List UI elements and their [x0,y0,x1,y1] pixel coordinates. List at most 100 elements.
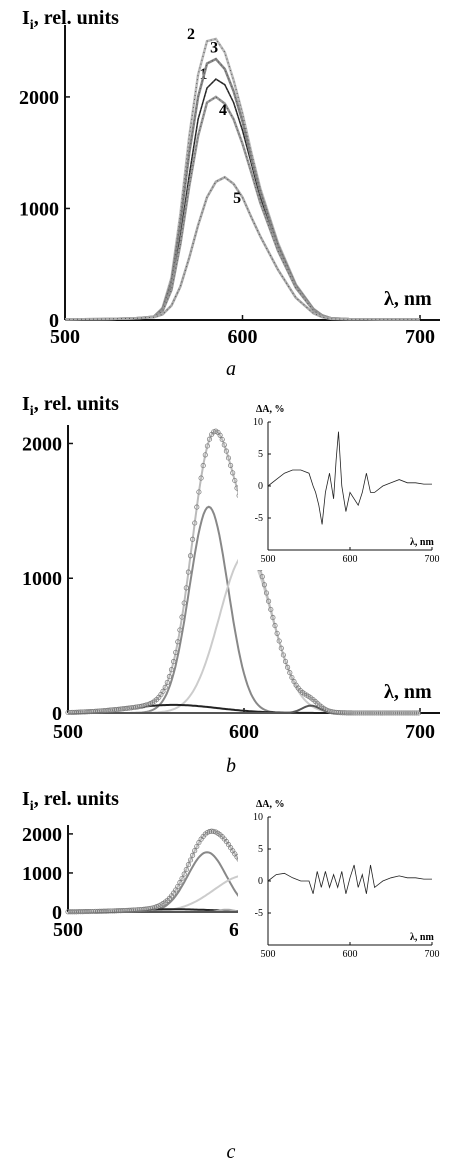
data-point [274,630,280,636]
data-point [185,862,191,868]
data-point [217,432,223,438]
x-axis-label: λ, nm [384,288,432,310]
y-axis-label: Ii, rel. units [22,788,119,814]
data-point [221,442,227,448]
y-tick-label: 2000 [22,824,62,846]
data-point [289,674,295,681]
inset-y-tick-label: 10 [253,417,263,428]
x-axis-label: λ, nm [384,681,432,703]
data-point [194,504,200,510]
data-point [168,667,175,673]
inset-y-tick-label: 0 [258,481,263,492]
data-point [270,615,276,621]
y-axis-label-sub: i [30,18,34,33]
y-axis-label-suffix: , rel. units [34,788,119,810]
data-point [175,883,181,890]
y-tick-label: 0 [49,310,59,332]
y-tick-label: 0 [52,902,62,924]
x-tick-label: 700 [405,721,435,743]
series-4-label: 4 [219,102,227,119]
y-tick-label: 2000 [22,433,62,455]
data-point [183,585,189,591]
x-tick-label: 700 [405,326,435,348]
y-axis-label: Ii, rel. units [22,7,119,33]
y-tick-label: 1000 [19,198,59,220]
data-point [282,658,289,664]
y-axis-label-suffix: , rel. units [34,7,119,29]
data-point [200,463,206,469]
data-point [179,614,185,620]
y-axis-label-sub: i [30,799,34,814]
data-point [190,536,196,542]
data-point [143,702,149,708]
series-5-markers [64,176,420,320]
data-point [206,436,213,442]
panel-c: Ii, rel. units λ, nm 500 600 700 0 1000 2000 c ΔA… [22,788,442,1163]
y-axis-label-sub: i [30,404,34,419]
inset-y-axis-label: ΔA, % [256,404,285,415]
y-axis-label-main: I [22,788,30,810]
inset-x-tick-label: 700 [425,949,440,960]
data-point [219,436,225,443]
y-axis-label: Ii, rel. units [22,393,119,419]
series-3-label: 3 [210,39,218,56]
inset-y-tick-label: 5 [258,449,263,460]
data-point [225,455,232,461]
inset-y-tick-label: 10 [253,812,263,823]
data-point [272,623,278,629]
series-2-line [64,37,420,321]
data-point [413,710,420,716]
data-point [171,659,177,665]
x-tick-label: 500 [53,919,83,941]
panel-caption: b [226,755,236,777]
inset-chart: ΔA, % λ, nm 500 600 700 -5 0 5 10 [238,792,442,965]
series-2-markers [64,38,420,320]
x-tick-label: 500 [50,326,80,348]
data-point [259,574,265,580]
x-tick-label: 600 [228,326,258,348]
data-point [230,470,236,476]
data-point [187,553,194,559]
inset-x-tick-label: 500 [261,949,276,960]
data-point [223,448,229,454]
x-tick-label: 500 [53,721,83,743]
inset-chart: ΔA, % λ, nm 500 600 700 -5 0 5 10 [238,397,442,570]
data-point [280,652,286,658]
series-2-label: 2 [187,26,195,43]
data-point [162,684,168,690]
inset-background [238,397,442,570]
data-point [181,871,187,877]
data-point [183,866,189,873]
data-point [190,852,196,858]
inset-x-axis-label: λ, nm [410,932,434,943]
data-point [416,710,422,716]
y-axis-label-main: I [22,7,30,29]
inset-residual-line [267,431,432,525]
data-point [173,649,179,655]
series-3-markers [64,58,420,320]
inset-residual-line [267,864,432,894]
inset-x-axis-label: λ, nm [410,537,434,548]
y-tick-label: 2000 [19,87,59,109]
data-point [228,462,234,468]
series-5-label: 5 [233,190,241,207]
inset-y-tick-label: -5 [255,513,263,524]
inset-x-tick-label: 700 [425,554,440,565]
y-axis-label-suffix: , rel. units [34,393,119,415]
y-tick-label: 0 [52,703,62,725]
y-tick-label: 1000 [22,568,62,590]
data-point [185,569,191,575]
data-point [194,843,200,850]
data-point [276,638,282,644]
data-point [266,598,272,604]
panel-caption: c [227,1141,236,1163]
data-point [204,443,210,449]
x-tick-label: 600 [229,721,259,743]
data-point [285,664,291,670]
data-point [164,679,170,685]
inset-y-tick-label: -5 [255,908,263,919]
inset-x-tick-label: 600 [343,949,358,960]
series-3-line [64,57,420,321]
panel-caption: a [226,358,236,380]
